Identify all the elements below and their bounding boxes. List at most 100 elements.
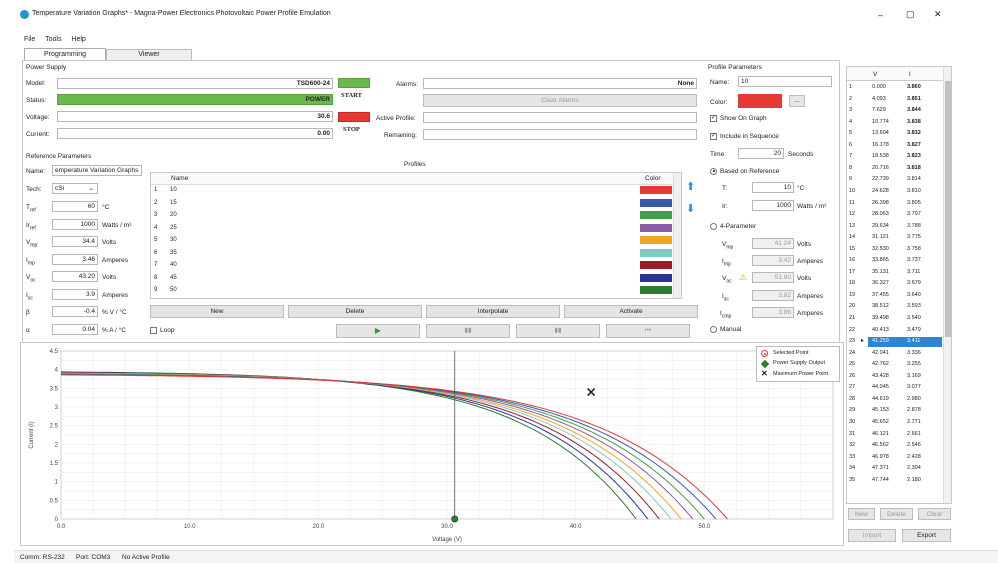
vi-row-v[interactable]: 20.716 (872, 164, 889, 171)
vi-row-i[interactable]: 3.823 (907, 153, 921, 160)
graph-panel[interactable]: 0.0 10.0 20.0 30.0 40.0 50.0 0 0.5 1 1.5 2 2.5 3 3.5 4… (20, 342, 844, 546)
vi-row-i[interactable]: 3.838 (907, 118, 921, 125)
vi-row-v[interactable]: 13.604 (872, 130, 889, 137)
vi-row-v[interactable]: 24.628 (872, 187, 889, 194)
ref-name-field[interactable]: emperature Variation Graphs (52, 165, 142, 176)
vi-row-v[interactable]: 4.093 (872, 95, 886, 102)
vi-row-v[interactable]: 46.562 (872, 442, 889, 449)
vi-row-i[interactable]: 3.851 (907, 95, 921, 102)
vi-row-v[interactable]: 47.371 (872, 465, 889, 472)
include-in-sequence-checkbox[interactable]: ✓ Include in Sequence (710, 132, 779, 141)
vi-row-v[interactable]: 7.629 (872, 107, 886, 114)
vi-row-v[interactable]: 31.121 (872, 234, 889, 241)
vi-row-i[interactable]: 3.169 (907, 372, 921, 379)
pp-name-field[interactable]: 10 (738, 76, 832, 87)
vi-row-i[interactable]: 3.540 (907, 315, 921, 321)
move-down-icon[interactable]: ⬇ (686, 203, 696, 215)
vi-row-v[interactable]: 18.538 (872, 153, 889, 160)
vi-row-v[interactable]: 46.121 (872, 430, 889, 437)
profile-row-name[interactable]: 50 (170, 287, 177, 293)
profile-row-name[interactable]: 15 (170, 199, 177, 206)
vi-row-i[interactable]: 3.775 (907, 234, 921, 241)
show-on-graph-checkbox[interactable]: ✓ Show On Graph (710, 114, 767, 123)
vi-row-v[interactable]: 44.619 (872, 395, 889, 402)
vi-row-i[interactable]: 3.832 (907, 130, 921, 137)
vi-row-i[interactable]: 3.593 (907, 303, 921, 310)
vi-new-button[interactable]: New (848, 508, 875, 520)
interpolate-button[interactable]: Interpolate (426, 305, 560, 318)
pp-t-field[interactable]: 10 (752, 182, 794, 193)
pp-ir-field[interactable]: 1000 (752, 200, 794, 211)
four-parameter-radio[interactable]: 4-Parameter (710, 222, 756, 231)
reset-button[interactable]: ⏮ (606, 324, 690, 338)
profiles-scrollbar[interactable] (673, 173, 681, 298)
pp-color-swatch[interactable] (738, 94, 782, 108)
vi-row-selected[interactable] (868, 337, 942, 348)
ref-param-field[interactable]: 3.46 (52, 253, 98, 265)
vi-row-v[interactable]: 35.131 (872, 268, 889, 275)
profile-row-name[interactable]: 40 (170, 262, 177, 268)
ref-param-field[interactable]: 34.4 (52, 236, 98, 247)
tab-viewer[interactable]: Viewer (106, 49, 192, 60)
vi-row-v[interactable]: 47.744 (872, 476, 889, 483)
profile-row-name[interactable]: 10 (170, 187, 177, 193)
vi-scrollbar[interactable] (943, 67, 951, 503)
vi-row-i[interactable]: 3.077 (907, 384, 921, 391)
play-button[interactable]: ▶ (336, 324, 420, 338)
vi-row-v[interactable]: 43.428 (872, 372, 889, 379)
vi-row-v[interactable]: 42.762 (872, 361, 889, 368)
vi-row-v[interactable]: 41.259 (872, 338, 889, 345)
vi-row-i[interactable]: 3.844 (907, 107, 921, 114)
vi-row-v[interactable]: 16.178 (872, 141, 889, 148)
menu-file[interactable]: File (24, 36, 36, 43)
time-field[interactable]: 20 (738, 148, 784, 159)
tab-programming[interactable]: Programming (24, 48, 106, 60)
vi-row-i[interactable]: 3.679 (907, 280, 921, 287)
vi-row-i[interactable]: 3.255 (907, 361, 921, 368)
vi-row-i[interactable]: 3.788 (907, 222, 921, 229)
vi-row-v[interactable]: 36.327 (872, 280, 889, 287)
stop-playback-button[interactable]: ▮▮ (516, 324, 600, 338)
vi-row-i[interactable]: 3.737 (907, 257, 921, 264)
iv-chart[interactable]: 0.0 10.0 20.0 30.0 40.0 50.0 0 0.5 1 1.5 2 2.5 3 3.5 4… (21, 343, 845, 547)
start-button[interactable] (338, 78, 370, 88)
vi-row-i[interactable]: 3.810 (907, 187, 921, 194)
profile-row-name[interactable]: 45 (170, 274, 177, 281)
vi-row-i[interactable]: 2.180 (907, 476, 921, 483)
vi-row-i[interactable]: 3.711 (907, 268, 921, 275)
vi-row-i[interactable]: 3.814 (907, 176, 921, 183)
activate-button[interactable]: Activate (564, 305, 698, 318)
vi-clear-button[interactable]: Clear (918, 508, 951, 520)
vi-row-v[interactable]: 37.455 (872, 291, 889, 298)
menu-tools[interactable]: Tools (45, 36, 62, 43)
vi-row-v[interactable]: 29.634 (872, 222, 889, 229)
vi-row-v[interactable]: 32.530 (872, 245, 889, 252)
vi-export-button[interactable]: Export (902, 529, 951, 542)
vi-row-i[interactable]: 3.818 (907, 164, 921, 171)
vi-row-v[interactable]: 0.000 (872, 84, 886, 90)
vi-row-i[interactable]: 2.661 (907, 430, 921, 437)
vi-row-i[interactable]: 3.860 (907, 84, 921, 90)
ref-param-field[interactable]: 1000 (52, 218, 98, 230)
stop-button[interactable] (338, 112, 370, 122)
vi-row-v[interactable]: 26.398 (872, 199, 889, 206)
vi-row-i[interactable]: 2.304 (907, 465, 921, 472)
vi-row-v[interactable]: 44.045 (872, 384, 889, 391)
vi-row-i[interactable]: 3.640 (907, 291, 921, 298)
vi-delete-button[interactable]: Delete (880, 508, 913, 520)
profile-row-name[interactable]: 35 (170, 249, 177, 256)
loop-checkbox[interactable]: Loop (150, 326, 174, 335)
vi-row-v[interactable]: 45.652 (872, 418, 889, 425)
maximize-icon[interactable]: ▢ (906, 9, 915, 19)
minimize-icon[interactable]: – (878, 10, 884, 20)
vi-row-i[interactable]: 3.805 (907, 199, 921, 206)
ref-param-field[interactable]: 0.04 (52, 323, 98, 335)
vi-row-i[interactable]: 2.546 (907, 442, 921, 449)
vi-row-v[interactable]: 38.512 (872, 303, 889, 310)
vi-import-button[interactable]: Import (848, 529, 896, 542)
pp-color-picker-button[interactable]: ... (789, 95, 805, 107)
clear-alarms-button[interactable]: Clear Alarms (423, 94, 697, 107)
vi-row-v[interactable]: 46.978 (872, 453, 889, 460)
pause-button[interactable]: ▮▮ (426, 324, 510, 338)
profile-row-name[interactable]: 20 (170, 212, 177, 218)
